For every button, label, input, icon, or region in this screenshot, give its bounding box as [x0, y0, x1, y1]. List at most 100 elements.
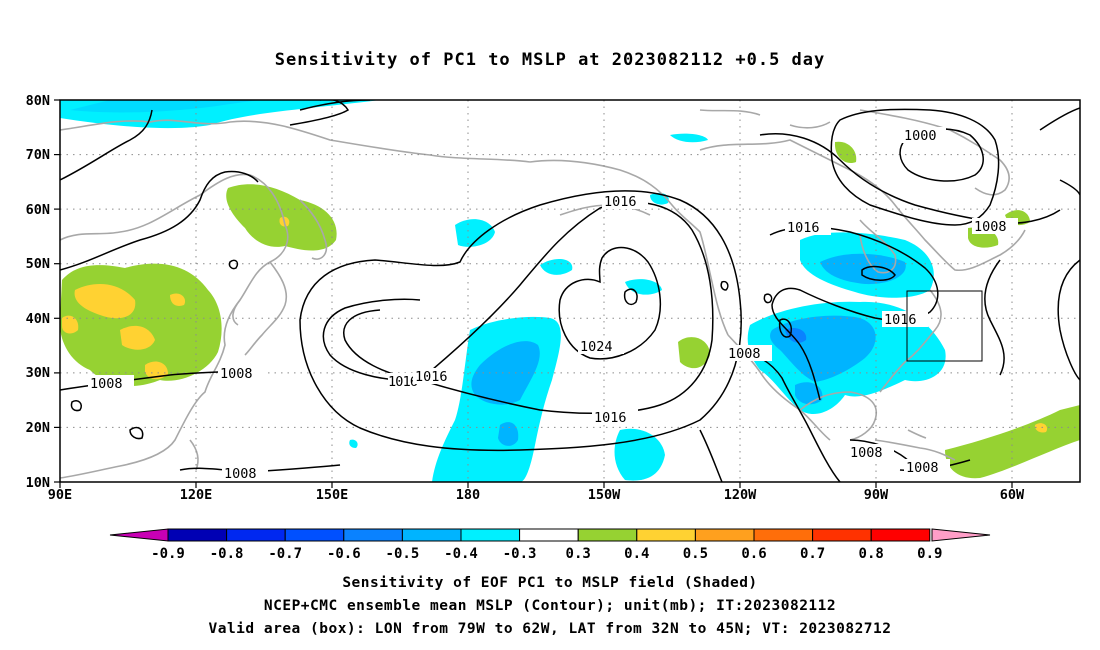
shade-asia-yellow-4 — [62, 315, 79, 334]
lat-labels: 80N 70N 60N 50N 40N 30N 20N 10N — [26, 93, 50, 491]
shade-pacific-cyan-north — [455, 219, 495, 247]
lon-label-90e: 90E — [48, 487, 72, 503]
contour-atlantic-top — [1039, 107, 1080, 196]
contour-1016-west-pacific — [322, 298, 421, 381]
contour-1008-north — [830, 108, 1000, 226]
colorbar-cells — [167, 528, 931, 542]
caption-contour: NCEP+CMC ensemble mean MSLP (Contour); u… — [263, 598, 837, 614]
colorbar-cell — [753, 528, 814, 542]
colorbar-cell — [577, 528, 638, 542]
lon-labels: 90E 120E 150E 180 150W 120W 90W 60W — [48, 487, 1025, 503]
shade-pacific-green — [678, 337, 710, 369]
contour-label-1008-labrador: 1008 — [974, 219, 1007, 235]
colorbar-label: -0.3 — [503, 546, 537, 562]
coast-east-asia — [60, 173, 289, 479]
contour-small-3 — [70, 399, 83, 412]
map-frame — [59, 99, 1081, 483]
colorbar-label: 0.3 — [566, 546, 591, 562]
colorbar-label: -0.7 — [268, 546, 302, 562]
colorbar-label: -0.9 — [151, 546, 185, 562]
lon-label-60w: 60W — [1000, 487, 1025, 503]
contour-label-1008-asia-east: 1008 — [220, 366, 253, 382]
colorbar-label: 0.6 — [741, 546, 766, 562]
coast-caribbean — [874, 429, 956, 461]
contour-small-2 — [129, 426, 144, 440]
contour-label-group: 1000 1016 1016 1008 1016 1024 1008 1016 … — [88, 127, 1018, 482]
contour-1016-big — [299, 190, 742, 452]
shade-pacific-cyan-arctic — [670, 133, 708, 143]
caption-shading: Sensitivity of EOF PC1 to MSLP field (Sh… — [342, 575, 758, 591]
coast-gulf — [799, 391, 877, 441]
shade-pacific-cyan-dot — [349, 439, 358, 448]
caption-valid-area: Valid area (box): LON from 79W to 62W, L… — [208, 621, 892, 637]
lat-label-70n: 70N — [26, 147, 50, 163]
colorbar-cell — [870, 528, 931, 542]
coast-philippines — [189, 439, 199, 471]
contour-label-1008-westcoast: 1008 — [728, 346, 761, 362]
contour-label-1016-partial: 1016 — [388, 374, 418, 390]
contour-1024-inner — [623, 288, 638, 306]
contour-na-low — [861, 265, 896, 281]
contour-label-1016-pacific: 1016 — [415, 369, 448, 385]
contour-label-1016-canada: 1016 — [787, 220, 820, 236]
contour-1016-pacific — [418, 201, 714, 415]
shade-pacific-cyan-south — [614, 428, 665, 481]
contour-atlantic — [984, 259, 1080, 381]
shade-arctic-blue — [70, 100, 260, 113]
colorbar-label: 0.9 — [917, 546, 942, 562]
colorbar-label: -0.4 — [444, 546, 478, 562]
colorbar-cell — [226, 528, 286, 542]
shade-pacific-blue-main — [471, 341, 540, 405]
colorbar-label: -0.6 — [327, 546, 361, 562]
contour-label-1008-south: 1008 — [224, 466, 257, 482]
contour-label-1000: 1000 — [904, 128, 937, 144]
shade-asia-yellow-5 — [170, 293, 186, 306]
shade-pacific-blue-small — [498, 422, 519, 446]
shade-pacific-cyan-mid — [540, 258, 573, 275]
colorbar-labels: -0.9 -0.8 -0.7 -0.6 -0.5 -0.4 -0.3 0.3 0.4 0.5 0.6… — [151, 546, 942, 562]
shade-green-atlantic-south — [945, 405, 1080, 479]
colorbar-left-arrow — [109, 528, 169, 542]
lat-label-50n: 50N — [26, 256, 50, 272]
colorbar-cell — [401, 528, 462, 542]
shade-na-blue-deep — [785, 328, 807, 343]
colorbar-cell — [636, 528, 696, 542]
colorbar-label: 0.4 — [624, 546, 649, 562]
colorbar-cell — [694, 528, 755, 542]
colorbar-label: -0.8 — [210, 546, 244, 562]
lon-label-120e: 120E — [180, 487, 213, 503]
shade-asia-yellow-2 — [120, 325, 155, 350]
contour-label-1008-gulf: 1008 — [850, 445, 883, 461]
shade-asia-yellow-3 — [145, 361, 168, 380]
lon-label-90w: 90W — [864, 487, 889, 503]
colorbar-label: 0.8 — [859, 546, 884, 562]
colorbar-cell — [519, 528, 579, 542]
contour-asia-north — [60, 109, 153, 181]
contour-small-1 — [228, 259, 239, 270]
contour-label-1024: 1024 — [580, 339, 613, 355]
contour-small-5 — [763, 293, 773, 304]
contour-label-1016-south: 1016 — [594, 410, 627, 426]
axis-ticks — [54, 99, 1013, 488]
shade-yellow-atlantic — [1034, 423, 1048, 433]
contour-small-6 — [720, 280, 729, 291]
colorbar-cell — [284, 528, 345, 542]
contour-1024 — [558, 246, 662, 360]
map-title: Sensitivity of PC1 to MSLP at 2023082112… — [274, 50, 826, 70]
colorbar-cell — [167, 528, 228, 542]
lon-label-150e: 150E — [316, 487, 349, 503]
lat-label-60n: 60N — [26, 202, 50, 218]
coast-hudson — [859, 219, 897, 274]
sensitivity-shading — [60, 100, 1080, 482]
contour-label-1008-caribbean: 1008 — [906, 460, 939, 476]
contour-1000 — [899, 128, 984, 182]
colorbar-cell — [460, 528, 521, 542]
colorbar-label: 0.5 — [683, 546, 708, 562]
colorbar-cell — [343, 528, 403, 542]
contour-label-1016-gulf: 1016 — [604, 194, 637, 210]
lon-label-150w: 150W — [588, 487, 621, 503]
lat-label-30n: 30N — [26, 365, 50, 381]
colorbar-right-arrow — [931, 528, 991, 542]
lat-label-20n: 20N — [26, 420, 50, 436]
